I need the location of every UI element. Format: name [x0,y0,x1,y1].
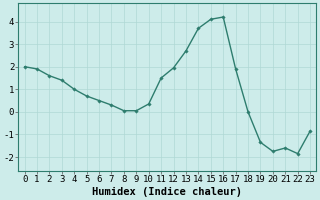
X-axis label: Humidex (Indice chaleur): Humidex (Indice chaleur) [92,186,242,197]
